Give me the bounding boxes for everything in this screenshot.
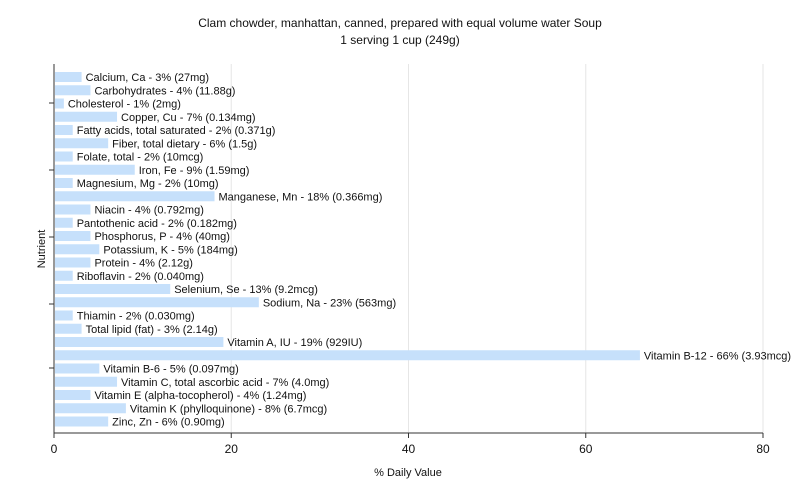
bars xyxy=(55,72,640,427)
bar-label-0: Calcium, Ca - 3% (27mg) xyxy=(86,72,209,84)
bar-label-5: Fiber, total dietary - 6% (1.5g) xyxy=(112,138,257,150)
bar-5 xyxy=(55,138,109,149)
bar-7 xyxy=(55,164,135,175)
bar-label-21: Vitamin B-12 - 66% (3.93mcg) xyxy=(644,350,791,362)
bar-label-11: Pantothenic acid - 2% (0.182mg) xyxy=(77,218,237,230)
bar-label-23: Vitamin C, total ascorbic acid - 7% (4.0… xyxy=(121,377,329,389)
bar-label-19: Total lipid (fat) - 3% (2.14g) xyxy=(86,324,218,336)
bar-label-16: Selenium, Se - 13% (9.2mcg) xyxy=(174,284,318,296)
bar-label-10: Niacin - 4% (0.792mg) xyxy=(94,205,203,217)
bar-3 xyxy=(55,111,118,122)
bar-2 xyxy=(55,98,64,109)
bar-0 xyxy=(55,72,82,82)
bar-label-6: Folate, total - 2% (10mcg) xyxy=(77,152,204,164)
bar-label-9: Manganese, Mn - 18% (0.366mg) xyxy=(219,191,383,203)
gridlines xyxy=(230,64,764,433)
bar-label-4: Fatty acids, total saturated - 2% (0.371… xyxy=(77,125,276,137)
bar-18 xyxy=(55,310,73,321)
chart-title: Clam chowder, manhattan, canned, prepare… xyxy=(198,16,602,30)
bar-label-1: Carbohydrates - 4% (11.88g) xyxy=(94,85,235,97)
bar-label-3: Copper, Cu - 7% (0.134mg) xyxy=(121,112,256,124)
bar-26 xyxy=(55,416,109,427)
x-tick-label-20: 20 xyxy=(225,442,239,456)
bar-label-22: Vitamin B-6 - 5% (0.097mg) xyxy=(103,364,239,376)
bar-label-14: Protein - 4% (2.12g) xyxy=(94,258,192,270)
bar-label-13: Potassium, K - 5% (184mg) xyxy=(103,244,238,256)
x-axis-title: % Daily Value xyxy=(374,467,442,479)
axes: 0 20 40 60 80 xyxy=(49,64,770,456)
bar-11 xyxy=(55,217,73,228)
bar-14 xyxy=(55,257,91,268)
bar-label-8: Magnesium, Mg - 2% (10mg) xyxy=(77,178,219,190)
bar-1 xyxy=(55,85,91,96)
bar-21 xyxy=(55,350,640,361)
bar-label-12: Phosphorus, P - 4% (40mg) xyxy=(94,231,230,243)
bar-labels: Calcium, Ca - 3% (27mg)Carbohydrates - 4… xyxy=(68,72,791,429)
bar-10 xyxy=(55,204,91,215)
bar-24 xyxy=(55,390,91,400)
bar-4 xyxy=(55,125,73,135)
bar-6 xyxy=(55,151,73,162)
bar-16 xyxy=(55,284,171,294)
bar-22 xyxy=(55,363,100,374)
y-axis-title: Nutrient xyxy=(36,230,48,269)
bar-label-20: Vitamin A, IU - 19% (929IU) xyxy=(227,337,362,349)
bar-label-24: Vitamin E (alpha-tocopherol) - 4% (1.24m… xyxy=(94,390,306,402)
chart-subtitle: 1 serving 1 cup (249g) xyxy=(340,33,459,47)
x-tick-label-0: 0 xyxy=(51,442,58,456)
bar-label-2: Cholesterol - 1% (2mg) xyxy=(68,99,181,111)
bar-label-15: Riboflavin - 2% (0.040mg) xyxy=(77,271,204,283)
bar-9 xyxy=(55,191,215,202)
bar-label-26: Zinc, Zn - 6% (0.90mg) xyxy=(112,417,224,429)
bar-label-25: Vitamin K (phylloquinone) - 8% (6.7mcg) xyxy=(130,403,327,415)
bar-12 xyxy=(55,231,91,241)
bar-13 xyxy=(55,244,100,255)
x-tick-label-80: 80 xyxy=(756,442,770,456)
bar-20 xyxy=(55,337,224,347)
bar-label-7: Iron, Fe - 9% (1.59mg) xyxy=(139,165,250,177)
bar-label-18: Thiamin - 2% (0.030mg) xyxy=(77,311,195,323)
bar-19 xyxy=(55,323,82,334)
bar-23 xyxy=(55,376,118,387)
bar-17 xyxy=(55,297,259,308)
bar-25 xyxy=(55,403,126,414)
x-tick-label-60: 60 xyxy=(579,442,593,456)
bar-8 xyxy=(55,178,73,188)
bar-label-17: Sodium, Na - 23% (563mg) xyxy=(263,297,396,309)
bar-15 xyxy=(55,270,73,281)
x-tick-label-40: 40 xyxy=(402,442,416,456)
